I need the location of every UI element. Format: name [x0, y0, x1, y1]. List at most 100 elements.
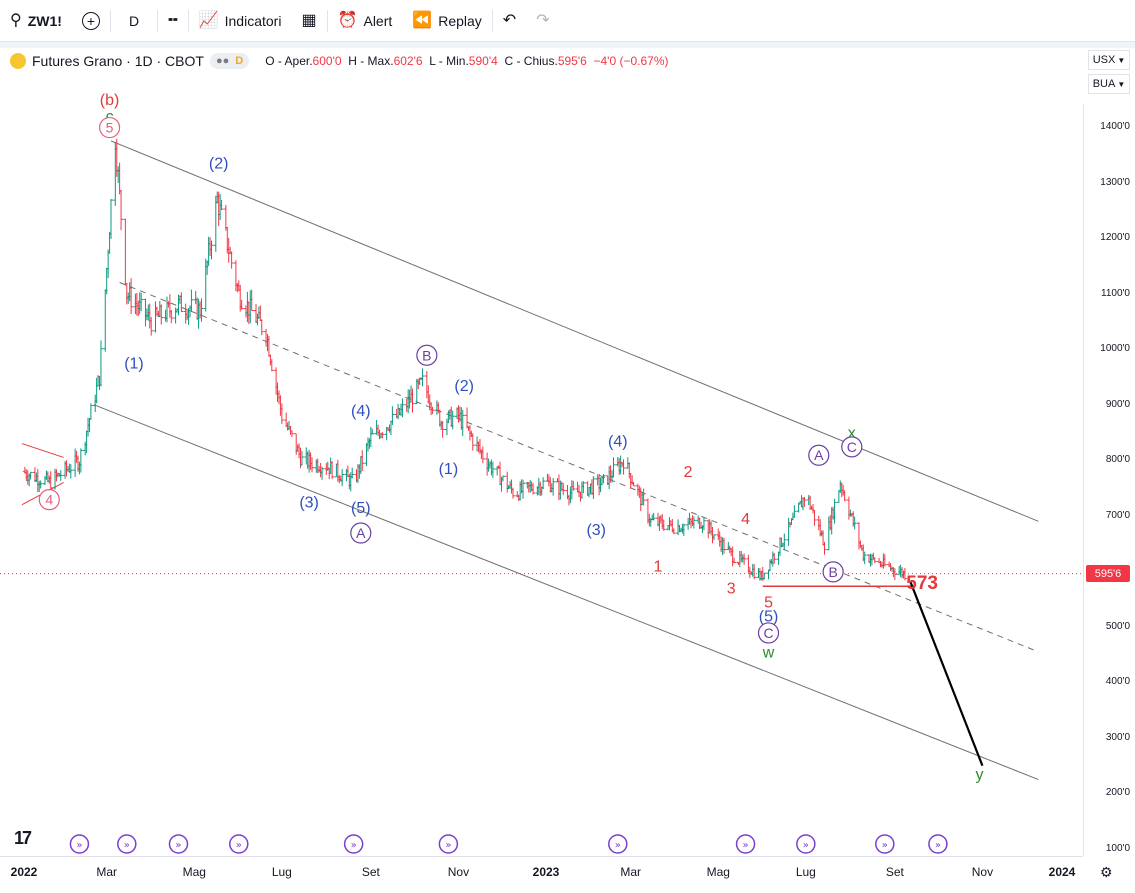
compare-add-button[interactable]: +	[72, 0, 110, 42]
replay-label: Replay	[438, 12, 482, 29]
ohlc-bar	[631, 481, 636, 487]
ohlc-bar	[505, 471, 510, 493]
undo-icon: ↶	[502, 11, 517, 29]
time-tick-label: Nov	[447, 865, 470, 879]
ohlc-bar	[229, 251, 234, 269]
wave-labels-layer: (b)c5(2)(1)(4)(3) (5)AB(2)(1)(3)(4)21435(…	[38, 92, 984, 784]
redo-button[interactable]: ↷	[526, 0, 559, 42]
price-tick-label: 400'0	[1105, 676, 1130, 688]
tradingview-logo[interactable]: 17	[14, 828, 32, 848]
undo-button[interactable]: ↶	[493, 0, 526, 42]
wave-label: (3)	[586, 522, 606, 539]
chart-fx-icon: 📈	[198, 11, 219, 29]
ohlc-bar	[123, 218, 128, 286]
arrow-right-icon: »	[124, 840, 130, 851]
trendline-projection	[909, 582, 984, 767]
toolbar-divider	[109, 9, 111, 32]
ohlc-bar	[460, 409, 465, 436]
ohlc-bar	[661, 519, 666, 531]
gear-icon[interactable]: ⚙	[1100, 864, 1113, 880]
ohlc-bar	[289, 430, 294, 438]
alert-button[interactable]: ⏰ Alert	[328, 0, 403, 42]
ohlc-bar	[370, 428, 375, 435]
ohlc-bar	[892, 568, 897, 581]
chevron-down-icon: ▼	[1117, 55, 1126, 65]
arrow-right-icon: »	[935, 840, 941, 851]
wave-circle	[416, 344, 438, 366]
close-value: 595'6	[557, 54, 587, 68]
ohlc-bar	[179, 292, 184, 312]
price-tick-label: 1200'0	[1100, 232, 1130, 244]
wave-label: (1)	[439, 461, 459, 478]
ohlc-bar	[360, 450, 365, 472]
ohlc-bar	[510, 487, 515, 499]
ohlc-bar	[752, 564, 757, 580]
alarm-icon: ⏰	[337, 11, 358, 29]
layout-button[interactable]: ▦	[291, 0, 326, 42]
ohlc-bar	[213, 195, 218, 252]
wave-label: 5	[764, 594, 773, 611]
legend-status-pill[interactable]: ●● D	[209, 53, 250, 69]
wave-circle	[350, 522, 372, 544]
symbol-search-button[interactable]: ⚲ ZW1!	[0, 0, 72, 42]
time-tick-label: Mag	[182, 865, 206, 879]
bar-style-button[interactable]: ╍	[158, 0, 188, 42]
time-tick-label: 2022	[10, 865, 38, 879]
chart-legend: Futures Grano · 1D · CBOT ●● D O - Aper.…	[10, 50, 669, 72]
indicators-button[interactable]: 📈 Indicatori	[189, 0, 292, 42]
time-tick-label: Mag	[706, 865, 730, 879]
ohlc-bar	[591, 476, 596, 499]
ohlc-bar	[199, 298, 204, 322]
wave-label: A	[814, 447, 824, 463]
wave-label: (2)	[209, 156, 229, 173]
interval-label: D	[128, 12, 140, 29]
ohlc-bar	[159, 304, 164, 325]
wave-label: w	[762, 644, 775, 661]
price-tick-label: 1400'0	[1100, 121, 1130, 132]
replay-button[interactable]: ⏪ Replay	[402, 0, 492, 42]
ohlc-bar	[541, 477, 546, 490]
unit-button[interactable]: BUA ▼	[1088, 74, 1130, 94]
bar-style-icon: ╍	[168, 11, 178, 29]
wave-label: 573	[906, 573, 938, 594]
ohlc-bar	[852, 516, 857, 530]
price-tick-label: 200'0	[1105, 787, 1130, 799]
time-tick-label: 2024	[1048, 865, 1076, 879]
toolbar-divider	[326, 9, 328, 32]
time-axis[interactable]: 2022 Mar Mag Lug Set Nov 2023 Mar Mag Lug Set Nov 20…	[0, 856, 1083, 893]
indicators-label: Indicatori	[224, 12, 282, 29]
price-tick-label: 1300'0	[1100, 176, 1130, 188]
currency-button[interactable]: USX ▼	[1088, 50, 1130, 70]
ohlc-bar	[902, 567, 907, 581]
ohlc-bar	[129, 278, 134, 315]
ohlc-bar	[153, 301, 158, 333]
wave-label: 3	[727, 581, 736, 598]
ohlc-bar	[350, 467, 355, 479]
wave-circle	[38, 489, 60, 511]
price-chart[interactable]: (b)c5(2)(1)(4)(3) (5)AB(2)(1)(3)(4)21435(…	[0, 48, 1083, 856]
ohlc-bar	[786, 517, 791, 546]
event-circle	[229, 834, 249, 854]
arrow-right-icon: »	[175, 840, 181, 851]
close-label: C - Chius.	[504, 54, 558, 68]
layout-icon: ▦	[301, 11, 317, 29]
time-tick-label: Lug	[271, 865, 292, 879]
delayed-badge: D	[235, 55, 244, 67]
time-tick-label: Set	[885, 865, 904, 879]
event-circle	[928, 834, 948, 854]
legend-title[interactable]: Futures Grano · 1D · CBOT	[32, 53, 204, 69]
arrow-right-icon: »	[882, 840, 888, 851]
price-axis[interactable]: 1400'0 1300'0 1200'0 1100'0 1000'0 900'0 800'0…	[1083, 104, 1135, 856]
wave-label: C	[847, 439, 857, 455]
ohlc-bar	[601, 473, 606, 484]
wave-label: (4)	[351, 403, 371, 420]
event-marker: »	[796, 834, 816, 854]
ohlc-bar	[109, 199, 114, 239]
ohlc-bar	[169, 310, 174, 324]
time-tick-label: Nov	[971, 865, 994, 879]
ohlc-bar	[440, 421, 445, 438]
interval-button[interactable]: D	[111, 0, 157, 42]
price-tick-label: 1100'0	[1101, 287, 1130, 299]
ohlc-bar	[470, 433, 475, 451]
ohlc-bar	[269, 359, 274, 372]
